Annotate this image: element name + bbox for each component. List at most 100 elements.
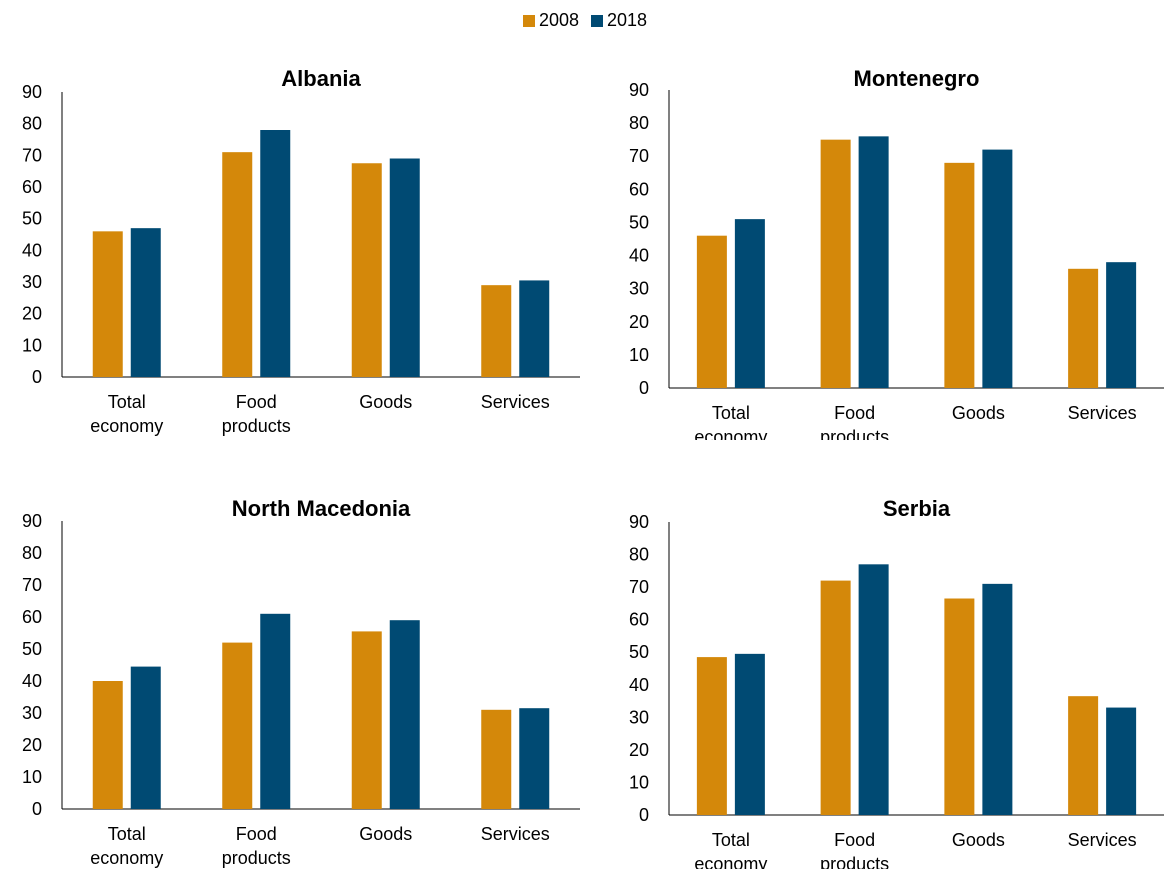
legend-swatch-2018 xyxy=(591,14,603,27)
chart-title: Montenegro xyxy=(854,66,980,91)
y-tick-label: 40 xyxy=(22,671,42,691)
y-tick-label: 40 xyxy=(629,246,649,266)
x-tick-label: Services xyxy=(481,824,550,844)
y-tick-label: 60 xyxy=(22,607,42,627)
x-tick-label: Goods xyxy=(952,403,1005,423)
bar-2018-services xyxy=(1106,707,1137,815)
y-tick-label: 80 xyxy=(22,543,42,563)
y-tick-label: 50 xyxy=(22,639,42,659)
y-tick-label: 90 xyxy=(22,511,42,531)
bar-2008-services xyxy=(481,709,512,809)
bar-2018-goods xyxy=(389,158,420,377)
y-tick-label: 70 xyxy=(22,145,42,165)
y-tick-label: 60 xyxy=(629,179,649,199)
chart-north-macedonia: North Macedonia 0 10 20 30 40 50 60 70 80 90 Total e… xyxy=(22,496,580,868)
y-tick-label: 90 xyxy=(629,80,649,100)
y-tick-label: 0 xyxy=(639,378,649,398)
x-tick-label: Food products xyxy=(820,830,889,869)
x-tick-label: Services xyxy=(481,392,550,412)
legend-label-2018: 2018 xyxy=(607,10,648,30)
legend-swatch-2008 xyxy=(522,14,535,27)
y-tick-label: 50 xyxy=(629,212,649,232)
y-tick-label: 10 xyxy=(629,345,649,365)
y-tick-label: 30 xyxy=(22,272,42,292)
bar-2008-goods xyxy=(351,163,382,377)
bar-2008-services xyxy=(1068,696,1099,815)
y-tick-label: 70 xyxy=(22,575,42,595)
bar-2008-total-economy xyxy=(696,235,727,388)
y-tick-label: 60 xyxy=(22,177,42,197)
y-tick-label: 20 xyxy=(22,735,42,755)
legend-item-2008: 2008 xyxy=(522,10,579,31)
y-tick-label: 0 xyxy=(639,805,649,825)
y-tick-label: 80 xyxy=(22,114,42,134)
bar-2018-total-economy xyxy=(734,219,765,388)
chart-albania: Albania 0 10 20 30 40 50 60 70 80 90 Total economy Fo… xyxy=(22,66,580,436)
bar-2018-services xyxy=(519,708,550,809)
x-tick-label: Food products xyxy=(222,824,291,868)
legend-label-2008: 2008 xyxy=(538,10,579,30)
chart-montenegro: Montenegro 0 10 20 30 40 50 60 70 80 90 Total econom… xyxy=(629,66,1164,440)
y-tick-label: 40 xyxy=(629,675,649,695)
y-tick-label: 70 xyxy=(629,146,649,166)
y-tick-label: 80 xyxy=(629,545,649,565)
bar-2018-total-economy xyxy=(130,666,161,809)
y-tick-label: 90 xyxy=(629,512,649,532)
y-tick-label: 0 xyxy=(32,799,42,819)
bar-2008-goods xyxy=(944,598,975,815)
bar-2008-services xyxy=(481,285,512,377)
bar-2018-total-economy xyxy=(734,653,765,815)
x-tick-label: Total economy xyxy=(694,830,767,869)
bar-2018-services xyxy=(1106,262,1137,388)
y-tick-label: 0 xyxy=(32,367,42,387)
y-tick-label: 10 xyxy=(22,767,42,787)
x-tick-label: Goods xyxy=(359,392,412,412)
x-tick-label: Total economy xyxy=(90,824,163,868)
y-tick-label: 20 xyxy=(22,304,42,324)
y-tick-label: 30 xyxy=(22,703,42,723)
bar-2008-services xyxy=(1068,268,1099,388)
y-tick-label: 10 xyxy=(629,772,649,792)
y-tick-label: 40 xyxy=(22,240,42,260)
bar-2008-goods xyxy=(351,631,382,809)
y-tick-label: 80 xyxy=(629,113,649,133)
bar-2008-food-products xyxy=(222,152,253,377)
y-tick-label: 90 xyxy=(22,82,42,102)
x-tick-label: Services xyxy=(1068,830,1137,850)
x-tick-label: Total economy xyxy=(90,392,163,436)
y-tick-label: 70 xyxy=(629,577,649,597)
bar-2018-food-products xyxy=(858,564,889,815)
bar-2008-food-products xyxy=(820,580,851,815)
bar-2008-goods xyxy=(944,162,975,388)
bar-2018-total-economy xyxy=(130,228,161,377)
y-tick-label: 50 xyxy=(629,642,649,662)
x-tick-label: Food products xyxy=(820,403,889,440)
y-tick-label: 20 xyxy=(629,312,649,332)
bar-2018-food-products xyxy=(260,613,291,809)
bar-2018-food-products xyxy=(858,136,889,388)
bar-2008-total-economy xyxy=(92,231,123,377)
y-tick-label: 60 xyxy=(629,610,649,630)
chart-title: Albania xyxy=(281,66,361,91)
legend: 2008 2018 xyxy=(0,10,1170,31)
x-tick-label: Goods xyxy=(359,824,412,844)
bar-2018-goods xyxy=(982,149,1013,388)
bar-2018-goods xyxy=(982,583,1013,815)
y-tick-label: 50 xyxy=(22,209,42,229)
y-tick-label: 20 xyxy=(629,740,649,760)
x-tick-label: Goods xyxy=(952,830,1005,850)
bar-2018-services xyxy=(519,280,550,377)
x-tick-label: Services xyxy=(1068,403,1137,423)
bar-2008-total-economy xyxy=(696,657,727,815)
chart-title: North Macedonia xyxy=(232,496,411,521)
y-tick-label: 10 xyxy=(22,335,42,355)
chart-title: Serbia xyxy=(883,496,951,521)
x-tick-label: Food products xyxy=(222,392,291,436)
y-tick-label: 30 xyxy=(629,707,649,727)
y-tick-label: 30 xyxy=(629,279,649,299)
x-tick-label: Total economy xyxy=(694,403,767,440)
bar-2008-total-economy xyxy=(92,681,123,809)
bar-2008-food-products xyxy=(820,139,851,388)
bar-2008-food-products xyxy=(222,642,253,809)
bar-2018-goods xyxy=(389,620,420,809)
